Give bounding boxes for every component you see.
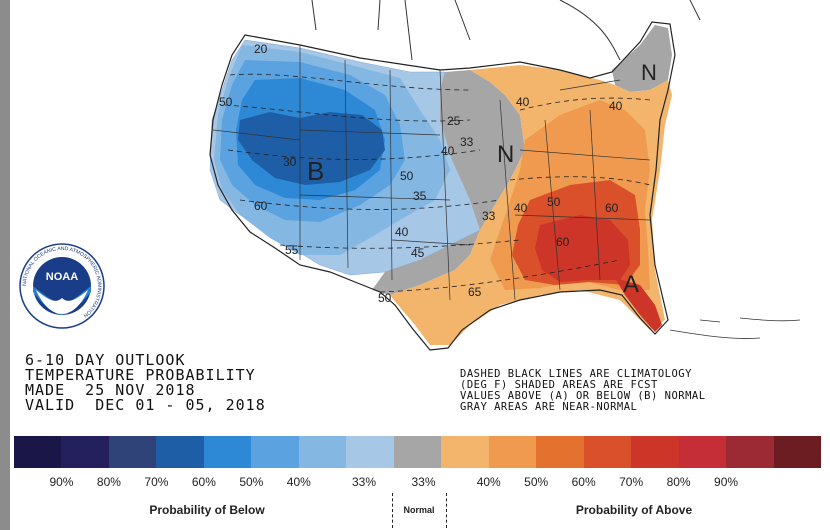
probability-legend-bar [14,436,821,468]
clim-label: 40 [516,95,530,109]
clim-label: 33 [460,135,474,149]
clim-label: 65 [468,285,482,299]
caribbean-coast [669,317,801,339]
clim-label: 60 [605,201,619,215]
clim-label: 50 [547,195,561,209]
climatology-lines [224,73,651,293]
legend-swatch [108,436,157,468]
legend-tick-label: 60% [571,475,596,489]
clim-label: 35 [413,189,427,203]
outlook-subtitle: TEMPERATURE PROBABILITY [25,366,256,384]
outlook-title: 6-10 DAY OUTLOOK [25,351,186,369]
legend-swatch [61,436,109,468]
legend-tick-label: 70% [619,475,644,489]
legend-note-line: GRAY AREAS ARE NEAR-NORMAL [460,401,638,413]
us-outline [209,21,676,351]
legend-swatch [488,436,537,468]
frame-edge [0,0,10,530]
legend-swatch [678,436,727,468]
legend-tick-label: 70% [144,475,169,489]
logo-noaa-text: NOAA [46,271,78,283]
legend-tick-label: 40% [476,475,501,489]
normal-region [372,70,525,295]
legend-note-line: (DEG F) SHADED AREAS ARE FCST [460,379,658,391]
legend-tick-label: 90% [49,475,74,489]
clim-label: 50 [400,169,414,183]
legend-swatch [773,436,821,468]
legend-swatch [156,436,204,468]
legend-swatch [14,436,62,468]
legend-tick-label: 80% [666,475,691,489]
legend-tick-label: 33% [411,475,436,489]
above-group-label: Probability of Above [575,503,693,517]
clim-label: 60 [556,235,570,249]
clim-label: 50 [378,291,392,305]
normal-region-ne [612,25,672,92]
clim-label: 20 [254,42,268,56]
outlook-made-date: MADE 25 NOV 2018 [25,381,196,399]
legend-tick-label: 80% [96,475,121,489]
florida-above [615,278,662,332]
normal-divider-right [446,493,447,528]
legend-swatch [251,436,299,468]
legend-tick-label: 90% [714,475,739,489]
clim-label: 55 [285,243,299,257]
clim-label: 33 [482,209,496,223]
below-region-70 [238,112,385,185]
clim-label: 45 [411,246,425,260]
outlook-valid-dates: VALID DEC 01 - 05, 2018 [25,396,266,414]
legend-swatch [726,436,774,468]
clim-label: 40 [514,201,528,215]
legend-swatch [441,436,489,468]
normal-mid-label: N [497,141,514,168]
clim-label: 30 [283,155,297,169]
noaa-logo: NATIONAL OCEANIC AND ATMOSPHERIC ADMINIS… [19,243,105,329]
clim-label: 40 [609,99,623,113]
legend-tick-label: 60% [191,475,216,489]
clim-label: 50 [219,95,233,109]
legend-swatch [631,436,679,468]
normal-group-label: Normal [403,505,435,515]
clim-label: 40 [441,144,455,158]
legend-note-line: VALUES ABOVE (A) OR BELOW (B) NORMAL [460,390,706,402]
below-center-label: B [307,156,324,186]
canada-borders [311,0,701,61]
legend-note-line: DASHED BLACK LINES ARE CLIMATOLOGY [460,368,692,380]
normal-divider-left [392,493,393,528]
legend-swatch [583,436,632,468]
legend-swatch [346,436,394,468]
above-se-label: A [623,271,639,298]
outlook-info: 6-10 DAY OUTLOOK TEMPERATURE PROBABILITY M… [25,353,266,413]
below-group-label: Probability of Below [149,503,265,517]
state-lines [212,45,651,301]
legend-tick-label: 33% [352,475,377,489]
clim-label: 25 [447,114,461,128]
legend-note: DASHED BLACK LINES ARE CLIMATOLOGY (DEG F… [460,369,706,413]
normal-ne-label: N [641,60,657,85]
legend-swatch [393,436,442,468]
clim-label: 40 [395,225,409,239]
us-map: B N N A 20 50 30 60 55 25 33 40 50 35 40… [209,0,801,351]
above-region-70 [535,215,630,282]
legend-swatch [536,436,584,468]
legend-swatch [298,436,347,468]
clim-label: 60 [254,199,268,213]
legend-tick-label: 40% [286,475,311,489]
legend-swatch [203,436,252,468]
legend-tick-label: 50% [239,475,264,489]
legend-tick-label: 50% [524,475,549,489]
